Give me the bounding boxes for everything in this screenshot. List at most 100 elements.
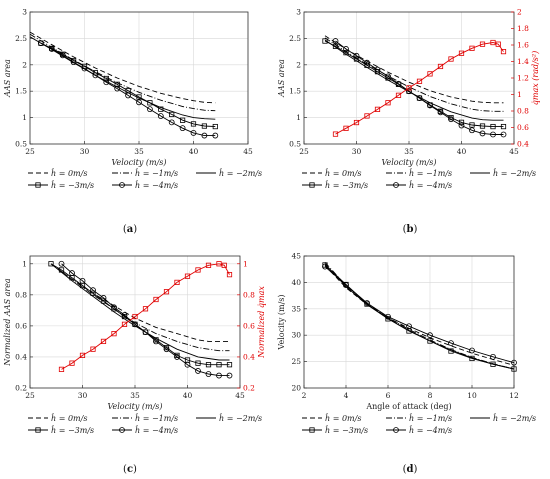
series-point-3 [58, 267, 65, 273]
y-tick-label: 2.5 [289, 34, 301, 43]
legend-label-4: ḣ = −4m/s [135, 426, 178, 435]
y-tick-label: 1 [22, 113, 27, 122]
series-point-5 [111, 331, 117, 337]
series-point-5 [364, 113, 370, 119]
series-point-5 [500, 49, 507, 55]
series-point-4 [69, 270, 75, 276]
series-point-5 [100, 338, 107, 345]
series-point-4 [179, 125, 186, 132]
x-axis-label: Velocity (m/s) [107, 402, 162, 411]
series-point-3 [158, 106, 164, 112]
series-point-4 [90, 287, 96, 294]
series-point-4 [136, 99, 142, 106]
legend-marker-4 [393, 182, 399, 188]
legend-label-1: ḣ = −1m/s [409, 169, 452, 178]
y-tick-label: 2 [22, 60, 27, 69]
series-point-5 [216, 261, 222, 267]
series-point-3 [136, 94, 142, 100]
legend-label-0: ḣ = 0m/s [325, 169, 361, 178]
y-tick-label: 0.2 [15, 384, 27, 393]
legend: ḣ = 0m/s ḣ = −1m/s ḣ = −2m/s ḣ = −3m/s ḣ = −… [28, 169, 262, 190]
y2-tick-label: 1.2 [517, 74, 529, 83]
series-point-4 [153, 338, 159, 345]
series-point-5 [353, 119, 360, 126]
y-tick-label: 3 [22, 8, 27, 17]
x-tick-label: 40 [183, 391, 193, 400]
series-point-4 [322, 263, 328, 270]
x-tick-label: 8 [428, 391, 433, 400]
x-tick-label: 2 [302, 391, 307, 400]
series-point-4 [490, 131, 496, 138]
y-tick-label: 0.5 [289, 140, 301, 149]
series-point-5 [90, 346, 96, 352]
series-point-4 [212, 132, 219, 139]
x-tick-label: 30 [80, 147, 90, 156]
series-line-3 [40, 42, 216, 128]
series-point-4 [111, 304, 117, 311]
series-point-3 [427, 338, 433, 344]
series-point-3 [103, 75, 109, 82]
chart-panel-c: 25 30 35 40 450.20.40.60.810.20.40.60.81Velo… [3, 255, 266, 475]
series-line-0 [50, 263, 230, 342]
y-axis-label: Normalized AAS area [3, 278, 12, 367]
series-point-4 [125, 92, 132, 99]
series-line-1 [50, 263, 230, 352]
legend: ḣ = 0m/s ḣ = −1m/s ḣ = −2m/s ḣ = −3m/s ḣ = −… [28, 414, 262, 435]
series-point-4 [121, 312, 128, 318]
y2-tick-label: 0.6 [517, 123, 529, 132]
series-point-3 [169, 111, 175, 118]
series-point-3 [322, 38, 328, 44]
x-tick-label: 45 [243, 147, 253, 156]
legend-label-3: ḣ = −3m/s [51, 426, 94, 435]
series-line-4 [40, 42, 216, 137]
series-line-5 [61, 263, 230, 370]
series-point-3 [205, 362, 212, 368]
series-point-4 [364, 300, 370, 306]
series-line-5 [335, 42, 504, 135]
y-tick-label: 0.6 [15, 321, 27, 330]
series-point-4 [416, 95, 423, 101]
series-line-0 [324, 265, 515, 366]
series-line-0 [324, 35, 504, 104]
x-axis-label: Velocity (m/s) [111, 158, 166, 167]
series-point-3 [226, 362, 233, 368]
series-point-4 [157, 113, 164, 119]
series-point-5 [479, 41, 486, 47]
legend-label-4: ḣ = −4m/s [409, 181, 452, 190]
series-point-5 [184, 273, 191, 279]
series-line-3 [324, 264, 515, 370]
series-point-4 [343, 46, 349, 52]
series-point-5 [205, 262, 212, 268]
y-tick-label: 0.8 [15, 290, 27, 299]
legend-label-0: ḣ = 0m/s [51, 169, 87, 178]
legend-marker-3 [309, 427, 315, 433]
series-point-5 [437, 63, 444, 70]
series-point-3 [201, 123, 207, 129]
series-point-5 [458, 50, 465, 56]
y2-tick-label: 1 [243, 259, 248, 268]
y2-tick-label: 1.4 [517, 57, 529, 66]
series-point-3 [179, 117, 186, 123]
y-tick-label: 40 [291, 278, 301, 287]
x-axis-label: Velocity (m/s) [381, 158, 436, 167]
legend-marker-4 [119, 182, 125, 188]
legend-label-1: ḣ = −1m/s [135, 169, 178, 178]
x-tick-label: 25 [299, 147, 309, 156]
series-point-5 [69, 360, 75, 366]
legend-label-2: ḣ = −2m/s [493, 414, 536, 423]
series-point-4 [343, 282, 349, 288]
x-tick-label: 10 [467, 391, 477, 400]
series-point-4 [469, 347, 475, 354]
y-tick-label: 0.4 [15, 352, 27, 361]
series-point-4 [132, 321, 138, 328]
series-point-5 [495, 41, 501, 47]
legend-label-0: ḣ = 0m/s [325, 414, 361, 423]
series-point-3 [511, 366, 517, 372]
series-point-4 [511, 359, 517, 366]
series-line-2 [50, 263, 230, 361]
legend-label-4: ḣ = −4m/s [409, 426, 452, 435]
x-tick-label: 45 [509, 147, 519, 156]
series-point-4 [364, 59, 370, 66]
x-tick-label: 40 [189, 147, 199, 156]
